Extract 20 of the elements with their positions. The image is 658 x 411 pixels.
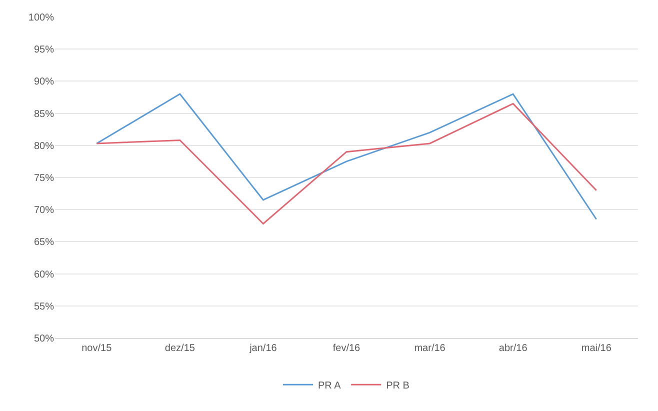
x-tick-label: dez/15	[164, 343, 196, 354]
y-tick-label: 90%	[34, 76, 54, 88]
x-tick-label: mai/16	[581, 343, 612, 354]
y-tick-label: 95%	[34, 44, 54, 56]
y-tick-label: 100%	[28, 12, 54, 24]
x-tick-label: mar/16	[414, 343, 446, 354]
y-tick-label: 60%	[34, 269, 54, 280]
y-tick-label: 55%	[34, 301, 54, 312]
x-tick-label: abr/16	[498, 343, 528, 354]
y-tick-label: 70%	[34, 205, 54, 216]
x-tick-label: fev/16	[332, 343, 361, 354]
y-tick-label: 80%	[34, 140, 54, 152]
y-tick-label: 50%	[34, 334, 54, 344]
legend-label: PR B	[386, 380, 410, 392]
x-tick-label: nov/15	[82, 343, 112, 354]
y-tick-label: 65%	[34, 237, 54, 248]
y-tick-label: 75%	[34, 173, 54, 184]
y-tick-label: 85%	[34, 108, 54, 120]
x-tick-label: jan/16	[248, 343, 278, 354]
legend-label: PR A	[318, 380, 342, 392]
